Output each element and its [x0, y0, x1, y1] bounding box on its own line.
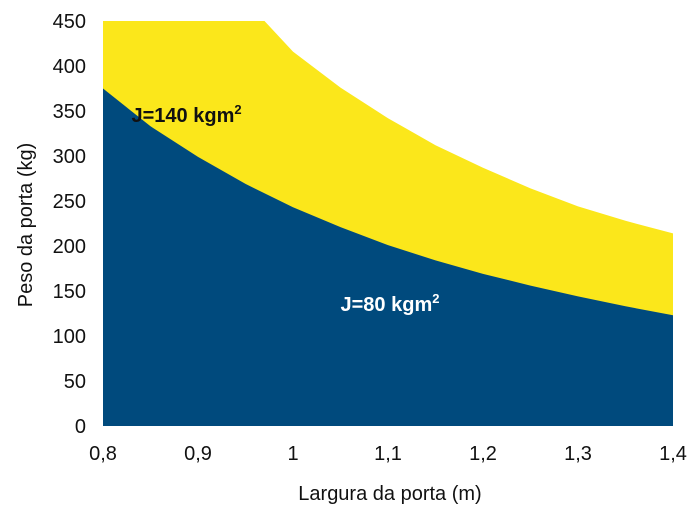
x-tick-label: 1,4 — [659, 443, 687, 465]
y-tick-label: 100 — [53, 326, 86, 348]
y-tick-label: 0 — [75, 416, 86, 438]
y-axis-label: Peso da porta (kg) — [15, 143, 37, 308]
y-tick-label: 150 — [53, 281, 86, 303]
region-label-0: J=140 kgm2 — [132, 102, 242, 127]
x-tick-label: 1,3 — [564, 443, 592, 465]
y-tick-label: 300 — [53, 146, 86, 168]
x-tick-label: 1,1 — [374, 443, 402, 465]
x-tick-label: 1,2 — [469, 443, 497, 465]
chart-annotations: J=140 kgm2 J=80 kgm2 — [132, 102, 440, 316]
x-axis-label: Largura da porta (m) — [298, 483, 481, 505]
x-tick-label: 0,9 — [184, 443, 212, 465]
x-tick-label: 1 — [287, 443, 298, 465]
y-tick-label: 200 — [53, 236, 86, 258]
area-series-1 — [103, 88, 673, 426]
y-tick-label: 50 — [64, 371, 86, 393]
x-tick-label: 0,8 — [89, 443, 117, 465]
region-label-1: J=80 kgm2 — [341, 291, 440, 316]
y-axis-ticks: 0 50 100 150 200 250 300 350 400 450 — [53, 11, 86, 438]
y-tick-label: 450 — [53, 11, 86, 33]
x-axis-ticks: 0,8 0,9 1 1,1 1,2 1,3 1,4 — [89, 443, 687, 465]
chart-areas — [103, 21, 673, 426]
y-tick-label: 400 — [53, 56, 86, 78]
y-tick-label: 250 — [53, 191, 86, 213]
y-tick-label: 350 — [53, 101, 86, 123]
